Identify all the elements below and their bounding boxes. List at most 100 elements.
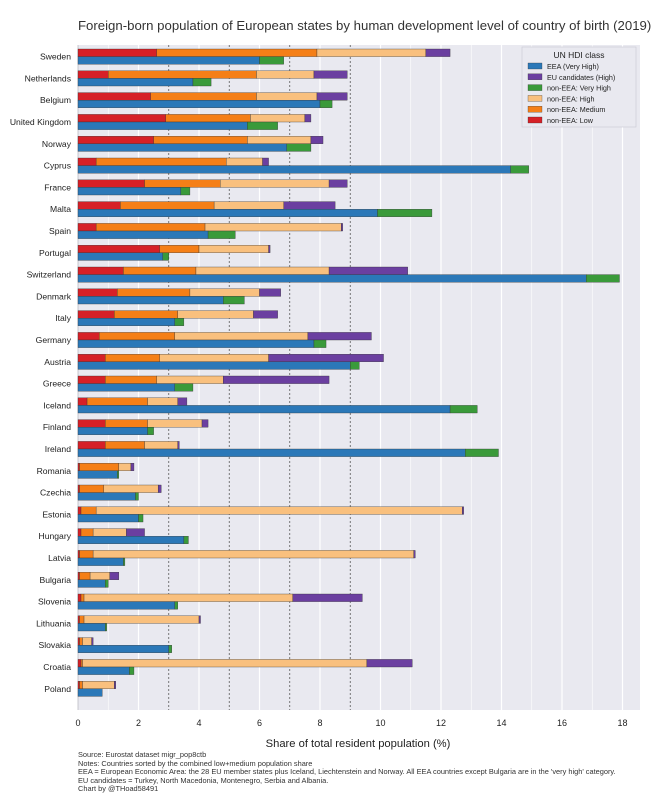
bar-segment — [340, 223, 343, 232]
category-label: United Kingdom — [10, 117, 71, 127]
legend-title: UN HDI class — [553, 50, 604, 60]
bar-segment — [89, 572, 110, 580]
bar-segment — [77, 397, 88, 406]
bar-segment — [250, 114, 306, 123]
bar-segment — [226, 157, 263, 166]
chart-notes: Source: Eurostat dataset migr_pop8ctb No… — [78, 750, 616, 794]
bar-segment — [77, 645, 169, 653]
bar-segment — [77, 448, 466, 457]
x-axis-label: Share of total resident population (%) — [266, 738, 451, 750]
bar-segment — [77, 375, 106, 384]
bar-segment — [105, 354, 160, 362]
note-author: Chart by @THoad58491 — [78, 784, 159, 794]
bar-segment — [79, 484, 104, 493]
bar-segment — [77, 114, 166, 123]
bar-segment — [77, 143, 287, 152]
bar-segment — [95, 157, 227, 166]
x-tick-label: 14 — [496, 718, 506, 728]
bar-segment — [144, 441, 179, 450]
bar-segment — [144, 179, 221, 188]
bar-segment — [449, 405, 478, 414]
category-label: Czechia — [40, 488, 71, 498]
bar-segment — [189, 288, 260, 297]
bar-segment — [153, 136, 248, 144]
bar-segment — [165, 114, 251, 123]
bar-segment — [77, 354, 106, 362]
legend-swatch — [527, 116, 543, 124]
bar-segment — [174, 383, 194, 392]
bar-segment — [177, 310, 254, 319]
bar-segment — [79, 637, 83, 646]
x-tick-labels: 0 2 4 6 8 10 12 14 16 18 — [75, 718, 627, 728]
bar-segment — [283, 201, 336, 210]
legend: UN HDI class EEA (Very High) EU candidate… — [521, 46, 637, 128]
bar-segment — [77, 157, 97, 166]
bar-segment — [256, 92, 318, 101]
bar-segment — [77, 179, 145, 188]
bar-segment — [77, 427, 148, 435]
legend-label: non-EEA: Low — [547, 116, 594, 125]
bar-segment — [268, 354, 384, 362]
category-label: Greece — [43, 379, 71, 389]
bar-segment — [80, 593, 85, 602]
bar-segment — [77, 659, 82, 668]
bar-segment — [79, 572, 91, 580]
x-tick-label: 8 — [317, 718, 322, 728]
bar-segment — [80, 506, 97, 515]
bar-segment — [77, 441, 106, 450]
bar-segment — [77, 463, 80, 471]
bar-segment — [586, 274, 620, 283]
bar-segment — [310, 136, 324, 144]
bar-segment — [198, 615, 201, 624]
bar-segment — [174, 332, 309, 341]
bar-segment — [80, 659, 83, 668]
category-labels: Sweden Netherlands Belgium United Kingdom No… — [10, 52, 72, 694]
bar-segment — [77, 572, 80, 580]
category-label: Ireland — [45, 444, 71, 454]
legend-swatch — [527, 84, 543, 91]
bar-segment — [316, 92, 348, 101]
bar-segment — [77, 274, 587, 283]
bar-segment — [79, 681, 83, 689]
bar-segment — [177, 397, 188, 406]
bar-segment — [135, 492, 139, 501]
category-label: Germany — [36, 335, 72, 345]
bar-segment — [130, 463, 135, 471]
bar-segment — [82, 659, 368, 668]
bar-segment — [180, 187, 191, 196]
bar-segment — [77, 514, 139, 523]
bar-segment — [147, 397, 178, 406]
bar-segment — [79, 550, 94, 559]
bar-segment — [77, 666, 130, 675]
legend-swatch — [527, 73, 543, 80]
bar-segment — [77, 405, 451, 414]
bar-segment — [77, 623, 106, 632]
legend-label: non-EEA: High — [547, 94, 595, 103]
bar-segment — [77, 318, 175, 326]
bar-segment — [117, 470, 120, 479]
category-label: Switzerland — [27, 270, 72, 280]
x-tick-label: 12 — [436, 718, 446, 728]
bar-segment — [77, 506, 82, 515]
category-label: Latvia — [48, 553, 71, 563]
bar-segment — [77, 78, 194, 87]
x-tick-label: 2 — [136, 718, 141, 728]
bar-segment — [77, 484, 80, 493]
bar-segment — [77, 92, 151, 101]
bar-segment — [77, 209, 378, 217]
bar-segment — [259, 288, 281, 297]
category-label: Italy — [55, 313, 71, 323]
bar-segment — [262, 157, 269, 166]
bar-segment — [105, 375, 157, 384]
category-label: Denmark — [36, 291, 72, 301]
bar-segment — [168, 645, 172, 653]
x-tick-label: 0 — [75, 718, 80, 728]
bars — [77, 48, 620, 697]
bar-segment — [123, 557, 126, 566]
bar-segment — [177, 441, 180, 450]
bar-segment — [425, 48, 451, 57]
legend-swatch — [527, 62, 543, 70]
category-label: Slovenia — [38, 597, 71, 607]
bar-segment — [174, 318, 185, 326]
bar-segment — [77, 339, 315, 348]
